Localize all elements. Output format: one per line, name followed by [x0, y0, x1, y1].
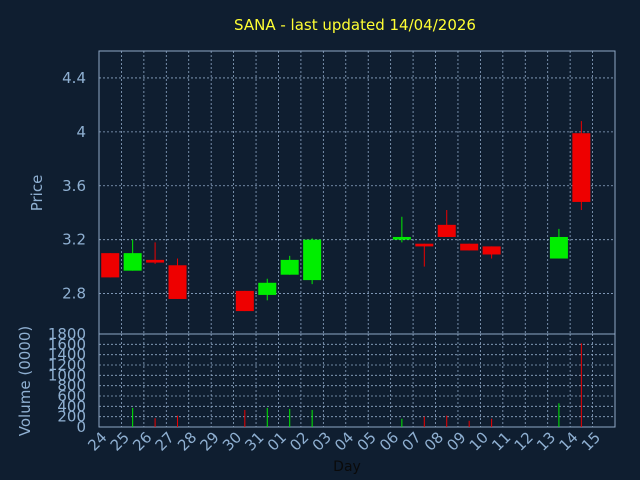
volume-tick-label: 1800	[48, 325, 86, 343]
price-tick-label: 4	[76, 123, 86, 141]
day-axis-label: Day	[333, 459, 361, 475]
candle-body	[415, 243, 434, 247]
price-axis-label: Price	[28, 175, 46, 212]
volume-gridlines	[99, 333, 615, 428]
volume-plot-frame	[98, 333, 616, 428]
volume-tick-label: 0	[76, 418, 86, 436]
candle-body	[303, 239, 322, 281]
chart-title: SANA - last updated 14/04/2026	[234, 16, 476, 34]
volume-tick-label: 1200	[48, 356, 86, 374]
price-tick-label: 4.4	[62, 69, 86, 87]
candle-body	[572, 133, 591, 202]
candlestick-series	[101, 121, 591, 312]
candle-body	[168, 265, 187, 299]
candle-body	[437, 224, 456, 237]
volume-tick-label: 200	[57, 408, 86, 426]
day-tick-label: 15	[578, 428, 604, 454]
volume-series	[132, 343, 582, 427]
candle-body	[549, 236, 568, 259]
candle-body	[460, 243, 479, 251]
price-tick-label: 3.2	[62, 231, 86, 249]
volume-tick-label: 1400	[48, 346, 86, 364]
volume-tick-label: 1600	[48, 335, 86, 353]
candle-body	[101, 253, 120, 278]
candle-body	[235, 290, 254, 312]
volume-axis-label: Volume (0000)	[16, 326, 34, 436]
price-tick-label: 2.8	[62, 285, 86, 303]
volume-tick-label: 400	[57, 397, 86, 415]
price-tick-label: 3.6	[62, 177, 86, 195]
volume-tick-label: 1000	[48, 366, 86, 384]
volume-tick-label: 600	[57, 387, 86, 405]
candle-body	[280, 259, 299, 275]
candle-body	[123, 253, 142, 271]
day-axis-ticks: 2425262728293031010203040506070809101112…	[84, 428, 604, 454]
price-gridlines	[99, 51, 615, 334]
volume-tick-label: 800	[57, 377, 86, 395]
price-axis-ticks: 2.8 3.2 3.6 4 4.4	[62, 69, 86, 303]
candle-body	[258, 282, 277, 295]
candle-body	[146, 259, 165, 263]
candle-body	[482, 246, 501, 255]
candle-body	[392, 236, 411, 240]
